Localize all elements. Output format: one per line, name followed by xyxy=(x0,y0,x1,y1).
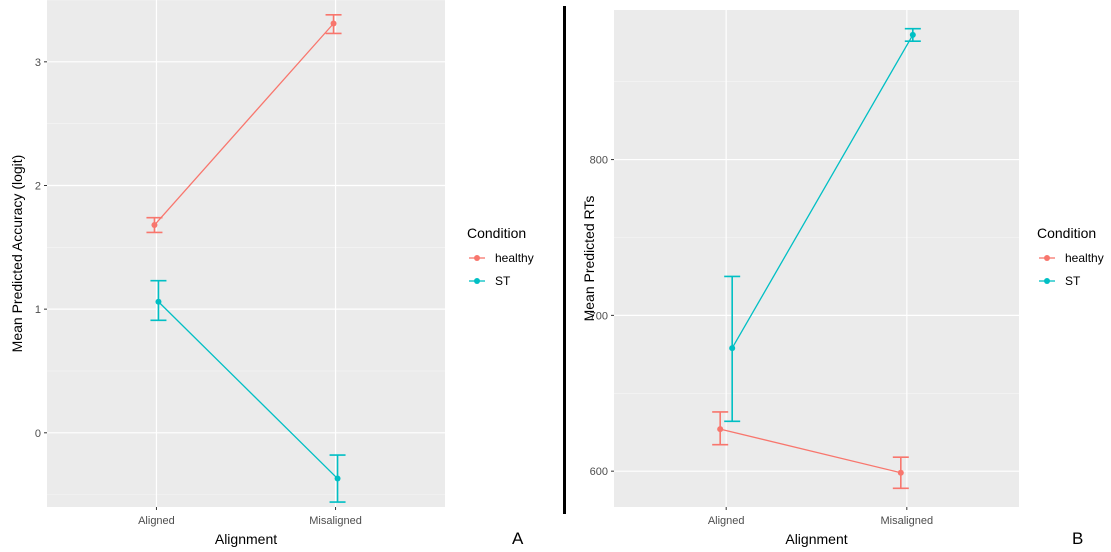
legend-title: Condition xyxy=(1037,225,1096,241)
x-axis-title: Alignment xyxy=(215,531,277,547)
x-tick-label: Misaligned xyxy=(881,515,934,527)
panel-letter: A xyxy=(512,529,524,548)
plot-background xyxy=(47,0,445,507)
data-point-healthy xyxy=(717,426,724,433)
legend-key-point xyxy=(1044,255,1050,261)
x-tick-label: Misaligned xyxy=(309,515,362,527)
legend-key-point xyxy=(474,278,480,284)
data-point-healthy xyxy=(330,20,337,27)
chart-panel-b: 600 700 800 Aligned Misaligned Alignment Mean … xyxy=(581,10,1104,548)
series-line-st xyxy=(157,301,339,480)
y-tick-label: 3 xyxy=(35,57,41,69)
y-tick-label: 1 xyxy=(35,304,41,316)
y-tick-label: 2 xyxy=(35,180,41,192)
legend-label-st: ST xyxy=(495,274,511,288)
data-point-st xyxy=(155,298,162,305)
chart-panel-a: 0 1 2 3 Aligned Misaligned Alignment Mean Predi… xyxy=(9,0,534,548)
x-tick-label: Aligned xyxy=(708,515,745,527)
y-tick-label: 700 xyxy=(590,310,608,322)
legend-key-point xyxy=(1044,278,1050,284)
legend-label-healthy: healthy xyxy=(1065,251,1104,265)
y-tick-label: 600 xyxy=(590,466,608,478)
panel-letter: B xyxy=(1072,529,1083,548)
data-point-st xyxy=(729,345,736,352)
y-tick-label: 0 xyxy=(35,428,41,440)
y-axis-title: Mean Predicted Accuracy (logit) xyxy=(9,155,25,353)
legend-label-st: ST xyxy=(1065,274,1081,288)
legend-key-point xyxy=(474,255,480,261)
series-line-st xyxy=(731,34,914,349)
x-tick-label: Aligned xyxy=(138,515,175,527)
y-axis-title: Mean Predicted RTs xyxy=(581,196,597,322)
data-point-healthy xyxy=(897,469,904,476)
data-point-healthy xyxy=(151,222,158,229)
y-tick-label: 800 xyxy=(590,155,608,167)
legend-title: Condition xyxy=(467,225,526,241)
data-point-st xyxy=(334,475,341,482)
series-line-healthy xyxy=(153,23,335,226)
panel-divider xyxy=(563,6,566,514)
x-axis-title: Alignment xyxy=(785,531,847,547)
legend-label-healthy: healthy xyxy=(495,251,534,265)
data-point-st xyxy=(909,31,916,38)
plot-background xyxy=(614,10,1019,507)
series-line-healthy xyxy=(720,428,901,474)
